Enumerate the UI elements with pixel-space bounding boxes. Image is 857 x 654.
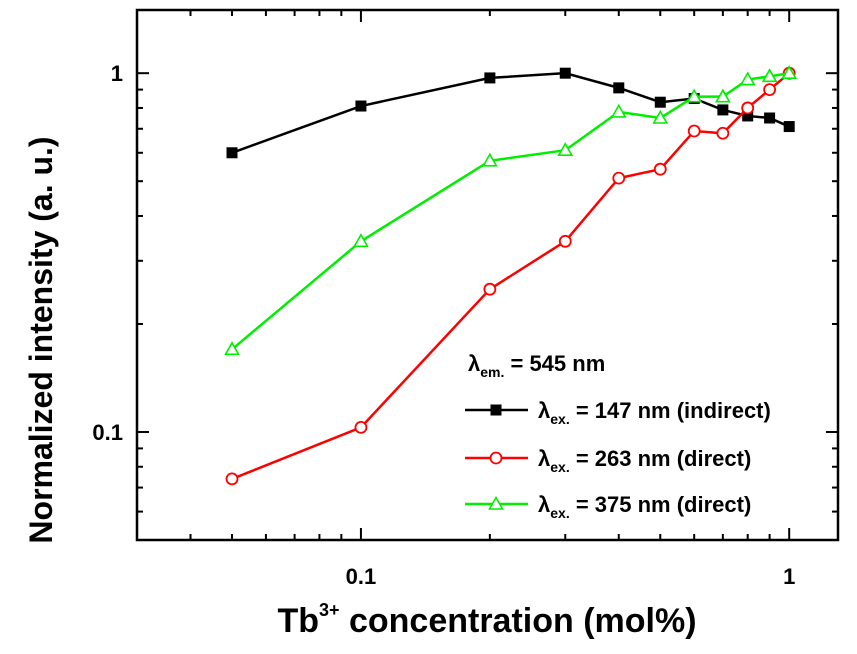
- lambda-subscript: em.: [480, 364, 504, 380]
- data-point: [764, 112, 776, 124]
- data-point: [687, 124, 701, 138]
- x-axis-title-main: Tb: [277, 602, 319, 640]
- legend-marker: [488, 495, 504, 510]
- data-point: [610, 103, 627, 118]
- legend-value: = 545 nm: [504, 351, 605, 376]
- data-point: [717, 104, 729, 116]
- series-line: [231, 71, 790, 351]
- legend-item: λex. = 375 nm (direct): [465, 492, 751, 521]
- x-axis-title-sup: 3+: [319, 600, 340, 620]
- lambda-subscript: ex.: [550, 411, 569, 427]
- lambda-symbol: λ: [538, 446, 550, 471]
- lambda-symbol: λ: [538, 398, 550, 423]
- data-point: [559, 67, 571, 79]
- lambda-subscript: ex.: [550, 459, 569, 475]
- legend-value: = 263 nm (direct): [570, 446, 752, 471]
- legend-marker: [489, 451, 503, 465]
- data-point: [652, 109, 669, 124]
- lambda-symbol: λ: [468, 351, 480, 376]
- data-point: [783, 121, 795, 133]
- data-point: [483, 282, 497, 296]
- data-point: [653, 162, 667, 176]
- data-point: [714, 88, 731, 103]
- legend-item: λex. = 263 nm (direct): [465, 446, 751, 475]
- axes: 0.1 1 0.1 1: [92, 8, 840, 589]
- series-2: [224, 65, 798, 356]
- axis-titles: Tb3+ concentration (mol%) Normalized inte…: [23, 136, 697, 640]
- data-point: [761, 68, 778, 83]
- data-point: [224, 341, 240, 356]
- y-axis-title: Normalized intensity (a. u.): [23, 136, 59, 543]
- legend-label: λex. = 263 nm (direct): [538, 446, 751, 475]
- data-point: [716, 126, 730, 140]
- data-point: [225, 472, 239, 486]
- data-point: [484, 72, 496, 84]
- legend-value: = 147 nm (indirect): [570, 398, 771, 423]
- data-point: [353, 233, 369, 248]
- data-point: [613, 82, 625, 94]
- data-point: [481, 152, 498, 167]
- data-point: [226, 147, 238, 159]
- data-point: [557, 142, 574, 157]
- y-tick-label: 1: [111, 61, 123, 86]
- series-line: [231, 71, 790, 154]
- x-tick-label: 0.1: [346, 564, 377, 589]
- data-point: [763, 83, 777, 97]
- data-point: [354, 420, 368, 434]
- data-point: [741, 101, 755, 115]
- legend-label: λex. = 375 nm (direct): [538, 492, 751, 521]
- series-0: [226, 67, 795, 159]
- data-point: [781, 65, 798, 79]
- legend-marker: [490, 404, 502, 416]
- lambda-subscript: ex.: [550, 505, 569, 521]
- x-tick-label: 1: [783, 564, 795, 589]
- y-tick-label: 0.1: [92, 420, 123, 445]
- legend-label: λex. = 147 nm (indirect): [538, 398, 771, 427]
- x-axis-title: Tb3+ concentration (mol%): [277, 600, 696, 640]
- legend-header: λem. = 545 nm: [468, 351, 605, 380]
- data-point: [558, 234, 572, 248]
- legend-value: = 375 nm (direct): [570, 492, 752, 517]
- plot-frame: [135, 8, 840, 542]
- data-point: [612, 171, 626, 185]
- legend-item: λex. = 147 nm (indirect): [465, 398, 771, 427]
- data-point: [654, 96, 666, 108]
- series-layer: [224, 65, 798, 486]
- data-point: [739, 71, 756, 86]
- lambda-symbol: λ: [538, 492, 550, 517]
- data-point: [355, 100, 367, 112]
- x-axis-title-rest: concentration (mol%): [340, 602, 697, 640]
- series-1: [225, 66, 796, 486]
- data-point: [686, 88, 703, 103]
